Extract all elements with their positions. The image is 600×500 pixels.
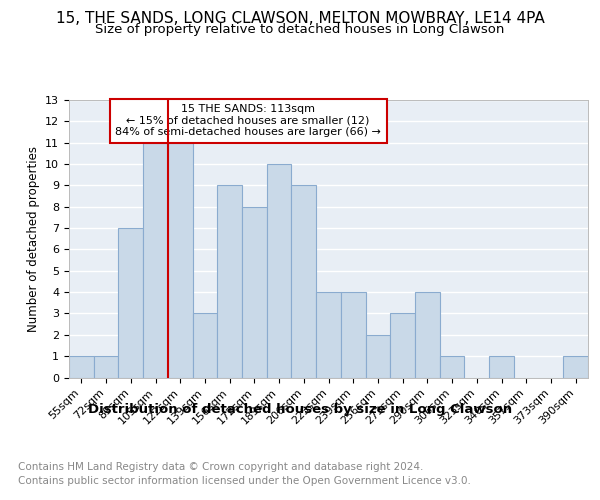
Bar	[365, 335, 390, 378]
Bar	[118, 228, 143, 378]
Bar	[415, 292, 440, 378]
Bar	[69, 356, 94, 378]
Text: Size of property relative to detached houses in Long Clawson: Size of property relative to detached ho…	[95, 22, 505, 36]
Text: 15, THE SANDS, LONG CLAWSON, MELTON MOWBRAY, LE14 4PA: 15, THE SANDS, LONG CLAWSON, MELTON MOWB…	[56, 11, 544, 26]
Bar	[217, 186, 242, 378]
Text: 15 THE SANDS: 113sqm
← 15% of detached houses are smaller (12)
84% of semi-detac: 15 THE SANDS: 113sqm ← 15% of detached h…	[115, 104, 381, 138]
Bar	[440, 356, 464, 378]
Bar	[242, 206, 267, 378]
Bar	[563, 356, 588, 378]
Text: Contains HM Land Registry data © Crown copyright and database right 2024.: Contains HM Land Registry data © Crown c…	[18, 462, 424, 472]
Bar	[267, 164, 292, 378]
Text: Contains public sector information licensed under the Open Government Licence v3: Contains public sector information licen…	[18, 476, 471, 486]
Text: Distribution of detached houses by size in Long Clawson: Distribution of detached houses by size …	[88, 402, 512, 415]
Bar	[316, 292, 341, 378]
Bar	[193, 314, 217, 378]
Bar	[143, 142, 168, 378]
Bar	[94, 356, 118, 378]
Bar	[390, 314, 415, 378]
Bar	[168, 142, 193, 378]
Y-axis label: Number of detached properties: Number of detached properties	[26, 146, 40, 332]
Bar	[489, 356, 514, 378]
Bar	[341, 292, 365, 378]
Bar	[292, 186, 316, 378]
